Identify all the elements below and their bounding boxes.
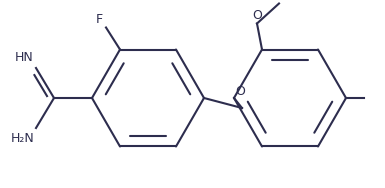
Text: H₂N: H₂N [10,132,34,145]
Text: O: O [252,8,262,21]
Text: HN: HN [15,51,34,64]
Text: F: F [96,13,103,26]
Text: O: O [235,85,245,98]
